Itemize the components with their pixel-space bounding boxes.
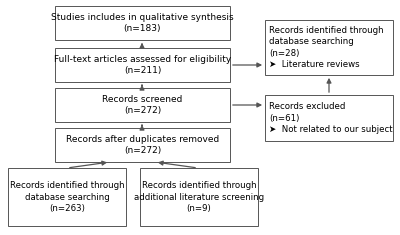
FancyBboxPatch shape xyxy=(265,95,393,141)
Text: Studies includes in qualitative synthesis
(n=183): Studies includes in qualitative synthesi… xyxy=(51,13,234,33)
FancyBboxPatch shape xyxy=(265,20,393,75)
Text: Records identified through
additional literature screening
(n=9): Records identified through additional li… xyxy=(134,181,264,213)
Text: Records identified through
database searching
(n=263): Records identified through database sear… xyxy=(10,181,124,213)
FancyBboxPatch shape xyxy=(55,48,230,82)
Text: Records identified through
database searching
(n=28)
➤  Literature reviews: Records identified through database sear… xyxy=(269,26,384,69)
FancyBboxPatch shape xyxy=(140,168,258,226)
Text: Records after duplicates removed
(n=272): Records after duplicates removed (n=272) xyxy=(66,135,219,155)
FancyBboxPatch shape xyxy=(55,88,230,122)
FancyBboxPatch shape xyxy=(55,128,230,162)
Text: Records screened
(n=272): Records screened (n=272) xyxy=(102,95,183,115)
Text: Full-text articles assessed for eligibility
(n=211): Full-text articles assessed for eligibil… xyxy=(54,55,231,75)
FancyBboxPatch shape xyxy=(55,6,230,40)
Text: Records excluded
(n=61)
➤  Not related to our subject: Records excluded (n=61) ➤ Not related to… xyxy=(269,102,393,134)
FancyBboxPatch shape xyxy=(8,168,126,226)
